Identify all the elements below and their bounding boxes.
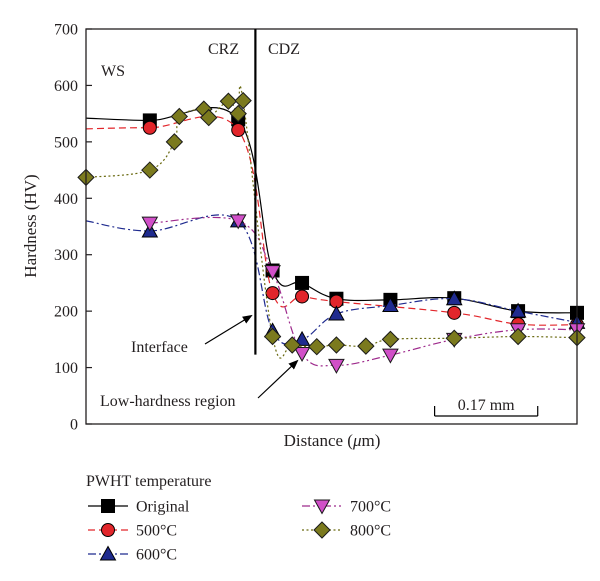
data-point xyxy=(141,216,159,232)
legend-label: 700°C xyxy=(350,499,391,516)
legend-label: Original xyxy=(136,499,190,516)
y-tick-label: 500 xyxy=(54,134,78,151)
data-point xyxy=(265,286,280,301)
legend-marker xyxy=(101,499,115,513)
region-label-ws: WS xyxy=(101,63,125,80)
data-point xyxy=(447,305,462,320)
legend-item-800°C: 800°C xyxy=(302,521,391,540)
x-axis-label: Distance (μm) xyxy=(284,431,381,450)
y-tick-label: 400 xyxy=(54,191,78,208)
data-point xyxy=(382,348,399,364)
data-point xyxy=(264,265,281,281)
data-point xyxy=(382,296,399,312)
interface-annotation: Interface xyxy=(131,339,188,356)
low-hardness-arrow xyxy=(257,359,299,399)
series-600°C xyxy=(85,212,586,346)
data-point xyxy=(509,327,527,346)
data-point xyxy=(293,346,311,362)
y-tick-label: 600 xyxy=(54,78,78,95)
y-tick-label: 100 xyxy=(54,360,78,377)
data-point xyxy=(200,108,218,127)
low-hardness-annotation: Low-hardness region xyxy=(100,393,236,410)
series-line xyxy=(85,214,578,345)
data-point xyxy=(295,289,310,304)
y-tick-label: 300 xyxy=(54,247,78,264)
series-500°C xyxy=(85,115,584,332)
data-point xyxy=(170,107,188,126)
series-layer xyxy=(77,85,586,374)
legend-item-500°C: 500°C xyxy=(88,523,177,540)
data-point xyxy=(328,305,345,321)
plot-frame xyxy=(85,28,578,425)
y-tick-label: 0 xyxy=(70,417,78,434)
data-point xyxy=(283,336,301,354)
data-point xyxy=(293,330,311,346)
data-point xyxy=(328,358,345,374)
legend-marker xyxy=(101,523,115,537)
data-point xyxy=(229,214,247,230)
data-point xyxy=(231,123,246,138)
legend-label: 500°C xyxy=(136,523,177,540)
series-line xyxy=(85,115,578,326)
data-point xyxy=(381,330,400,349)
legend-item-700°C: 700°C xyxy=(302,499,391,516)
y-axis: 0 100 200 300 400 500 600 700 xyxy=(54,22,92,434)
legend-item-Original: Original xyxy=(88,499,190,516)
series-line xyxy=(85,107,578,314)
legend-item-600°C: 600°C xyxy=(88,545,177,564)
data-point xyxy=(295,275,310,290)
series-800°C xyxy=(77,85,586,359)
data-point xyxy=(263,327,282,346)
data-point xyxy=(229,104,247,123)
legend-marker xyxy=(99,545,117,561)
region-label-crz: CRZ xyxy=(208,41,239,58)
legend-marker xyxy=(313,499,331,515)
data-point xyxy=(445,329,463,347)
data-point xyxy=(327,336,346,354)
data-point xyxy=(509,302,527,318)
data-point xyxy=(219,92,238,110)
legend-label: 800°C xyxy=(350,523,391,540)
data-point xyxy=(142,120,157,135)
data-point xyxy=(234,91,252,110)
data-point xyxy=(445,290,463,306)
interface-arrow xyxy=(204,314,253,345)
y-tick-label: 700 xyxy=(54,22,78,39)
legend-title: PWHT temperature xyxy=(86,473,211,490)
series-Original xyxy=(85,107,584,320)
data-point xyxy=(308,337,326,356)
scale-bar: 0.17 mm xyxy=(434,397,539,417)
legend: Original 500°C 600°C 700°C 800°C xyxy=(88,499,391,564)
data-point xyxy=(357,337,375,355)
legend-marker xyxy=(313,521,331,539)
legend-label: 600°C xyxy=(136,547,177,564)
scale-bar-label: 0.17 mm xyxy=(458,397,515,414)
data-point xyxy=(165,133,184,151)
region-label-cdz: CDZ xyxy=(268,41,300,58)
data-point xyxy=(141,161,159,179)
y-tick-label: 200 xyxy=(54,304,78,321)
y-axis-label: Hardness (HV) xyxy=(21,174,40,277)
